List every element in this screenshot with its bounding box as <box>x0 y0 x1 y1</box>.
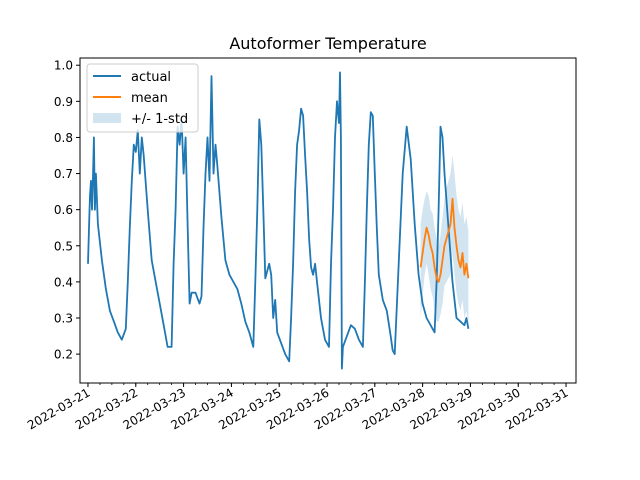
series-line-mean <box>419 197 470 283</box>
series-line-actual <box>87 71 470 370</box>
chart-title: Autoformer Temperature <box>229 34 426 53</box>
plot-frame <box>79 57 577 384</box>
legend-label-std: +/- 1-std <box>131 112 188 127</box>
y-tick-label: 0.9 <box>54 95 73 109</box>
legend-swatch-std <box>93 113 121 123</box>
legend-label-actual: actual <box>131 70 171 85</box>
legend-label-mean: mean <box>131 91 168 106</box>
y-tick-label: 0.5 <box>54 239 73 253</box>
y-tick-label: 0.6 <box>54 203 73 217</box>
std-band-layer <box>420 155 469 326</box>
y-tick-label: 0.3 <box>54 312 73 326</box>
y-tick-label: 0.7 <box>54 167 73 181</box>
y-tick-label: 0.8 <box>54 131 73 145</box>
y-tick-label: 0.4 <box>54 275 73 289</box>
y-tick-label: 0.2 <box>54 348 73 362</box>
series-line-layer <box>87 71 470 370</box>
std-band <box>420 155 469 326</box>
y-tick-label: 1.0 <box>54 59 73 73</box>
legend-frame <box>86 63 199 133</box>
legend: actual mean +/- 1-std <box>86 63 199 133</box>
